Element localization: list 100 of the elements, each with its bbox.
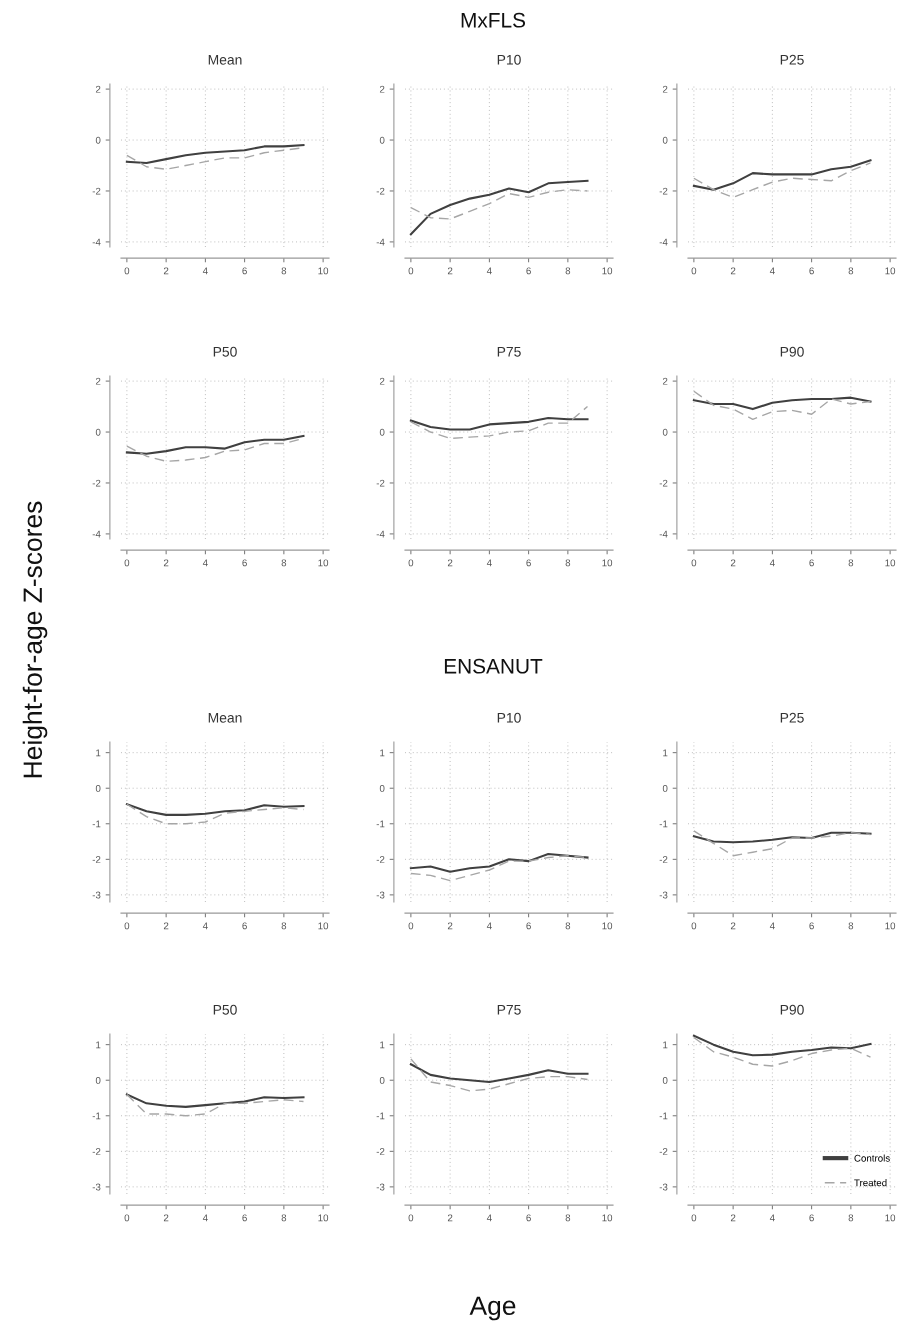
x-tick-label: 6 xyxy=(809,559,814,567)
y-tick-label: -2 xyxy=(376,187,385,195)
x-tick-label: 0 xyxy=(124,559,130,567)
y-tick-label: -1 xyxy=(376,820,385,828)
x-tick-label: 10 xyxy=(602,922,613,930)
y-tick-label: -2 xyxy=(376,1148,385,1155)
x-tick-label: 10 xyxy=(318,1214,329,1222)
x-tick-label: 6 xyxy=(526,559,531,567)
y-tick-label: -2 xyxy=(92,856,101,863)
line-series xyxy=(693,162,872,199)
line-series xyxy=(410,405,589,440)
line-series xyxy=(692,1034,872,1057)
y-tick-label: 2 xyxy=(662,377,668,385)
x-tick-label: 10 xyxy=(602,1214,613,1222)
x-tick-label: 0 xyxy=(124,267,130,275)
y-tick-label: 2 xyxy=(95,377,101,385)
y-tick-label: -4 xyxy=(92,238,101,246)
y-tick-label: -1 xyxy=(376,1112,385,1120)
x-tick-label: 4 xyxy=(202,922,208,930)
x-tick-label: 2 xyxy=(730,559,736,567)
x-tick-label: 2 xyxy=(163,1214,169,1222)
x-tick-label: 8 xyxy=(565,559,571,567)
y-tick-label: 1 xyxy=(96,1041,101,1049)
x-tick-label: 6 xyxy=(242,1214,247,1222)
x-tick-label: 2 xyxy=(730,922,736,930)
x-tick-label: 8 xyxy=(281,559,287,567)
chart-title: Mean xyxy=(208,713,242,723)
x-tick-label: 2 xyxy=(447,267,453,275)
y-tick-label: 0 xyxy=(662,428,668,436)
line-series xyxy=(409,1063,589,1084)
line-series xyxy=(692,159,872,191)
y-tick-label: -4 xyxy=(92,530,101,538)
y-tick-label: -3 xyxy=(376,1183,385,1191)
y-tick-label: -2 xyxy=(92,187,101,195)
x-tick-label: 8 xyxy=(848,267,854,275)
y-tick-label: 1 xyxy=(380,1041,385,1049)
legend-label: Treated xyxy=(854,1179,887,1187)
x-tick-label: 4 xyxy=(769,1214,775,1222)
x-tick-label: 8 xyxy=(565,267,571,275)
y-tick-label: -3 xyxy=(92,1183,101,1191)
y-tick-label: 2 xyxy=(379,85,385,93)
y-tick-label: 0 xyxy=(95,136,101,144)
legend-label: Controls xyxy=(854,1154,890,1162)
line-series xyxy=(409,179,589,236)
x-tick-label: 4 xyxy=(202,267,208,275)
x-tick-label: 2 xyxy=(447,559,453,567)
x-tick-label: 8 xyxy=(281,922,287,930)
x-tick-label: 6 xyxy=(242,559,247,567)
x-tick-label: 0 xyxy=(408,559,414,567)
x-tick-label: 2 xyxy=(447,1214,453,1222)
x-tick-label: 0 xyxy=(691,922,697,930)
y-tick-label: -1 xyxy=(659,1112,668,1120)
x-tick-label: 2 xyxy=(163,559,169,567)
y-tick-label: -4 xyxy=(376,238,385,246)
y-tick-label: -1 xyxy=(92,820,101,828)
x-tick-label: 0 xyxy=(408,922,414,930)
x-tick-label: 0 xyxy=(124,922,130,930)
line-series xyxy=(125,1093,305,1108)
x-tick-label: 8 xyxy=(565,1214,571,1222)
x-tick-label: 2 xyxy=(447,922,453,930)
x-tick-label: 8 xyxy=(848,559,854,567)
y-tick-label: 2 xyxy=(379,377,385,385)
x-tick-label: 2 xyxy=(730,1214,736,1222)
x-tick-label: 6 xyxy=(242,267,247,275)
line-series xyxy=(692,396,872,411)
y-tick-label: -2 xyxy=(659,856,668,863)
x-tick-label: 0 xyxy=(691,267,697,275)
y-tick-label: 0 xyxy=(379,1076,385,1084)
y-tick-label: -3 xyxy=(376,891,385,899)
line-series xyxy=(693,390,872,420)
x-tick-label: 2 xyxy=(163,922,169,930)
x-tick-label: 6 xyxy=(526,1214,531,1222)
y-tick-label: -3 xyxy=(659,1183,668,1191)
y-tick-label: -3 xyxy=(92,891,101,899)
x-tick-label: 0 xyxy=(408,1214,414,1222)
x-tick-label: 10 xyxy=(885,559,896,567)
y-tick-label: -2 xyxy=(92,479,101,487)
chart-title: Mean xyxy=(208,55,242,65)
x-tick-label: 4 xyxy=(486,922,492,930)
x-tick-label: 10 xyxy=(602,559,613,567)
y-tick-label: -1 xyxy=(92,1112,101,1120)
x-tick-label: 0 xyxy=(691,559,697,567)
x-tick-label: 6 xyxy=(809,1214,814,1222)
y-tick-label: 1 xyxy=(663,1041,668,1049)
chart-title: P90 xyxy=(780,346,804,357)
y-tick-label: 2 xyxy=(95,85,101,93)
y-tick-label: -2 xyxy=(376,856,385,863)
text: Height-for-age Z-scores xyxy=(22,501,48,778)
x-tick-label: 2 xyxy=(163,267,169,275)
text: Age xyxy=(469,1296,516,1321)
x-tick-label: 4 xyxy=(202,1214,208,1222)
y-tick-label: -2 xyxy=(659,187,668,195)
text: ENSANUT xyxy=(444,658,543,674)
chart-title: P50 xyxy=(213,346,237,357)
chart-title: P50 xyxy=(213,1004,237,1015)
chart-title: P10 xyxy=(497,712,521,723)
x-tick-label: 8 xyxy=(281,267,287,275)
chart-title: P10 xyxy=(497,54,521,65)
chart-title: P75 xyxy=(497,347,521,357)
y-tick-label: 2 xyxy=(662,85,668,93)
